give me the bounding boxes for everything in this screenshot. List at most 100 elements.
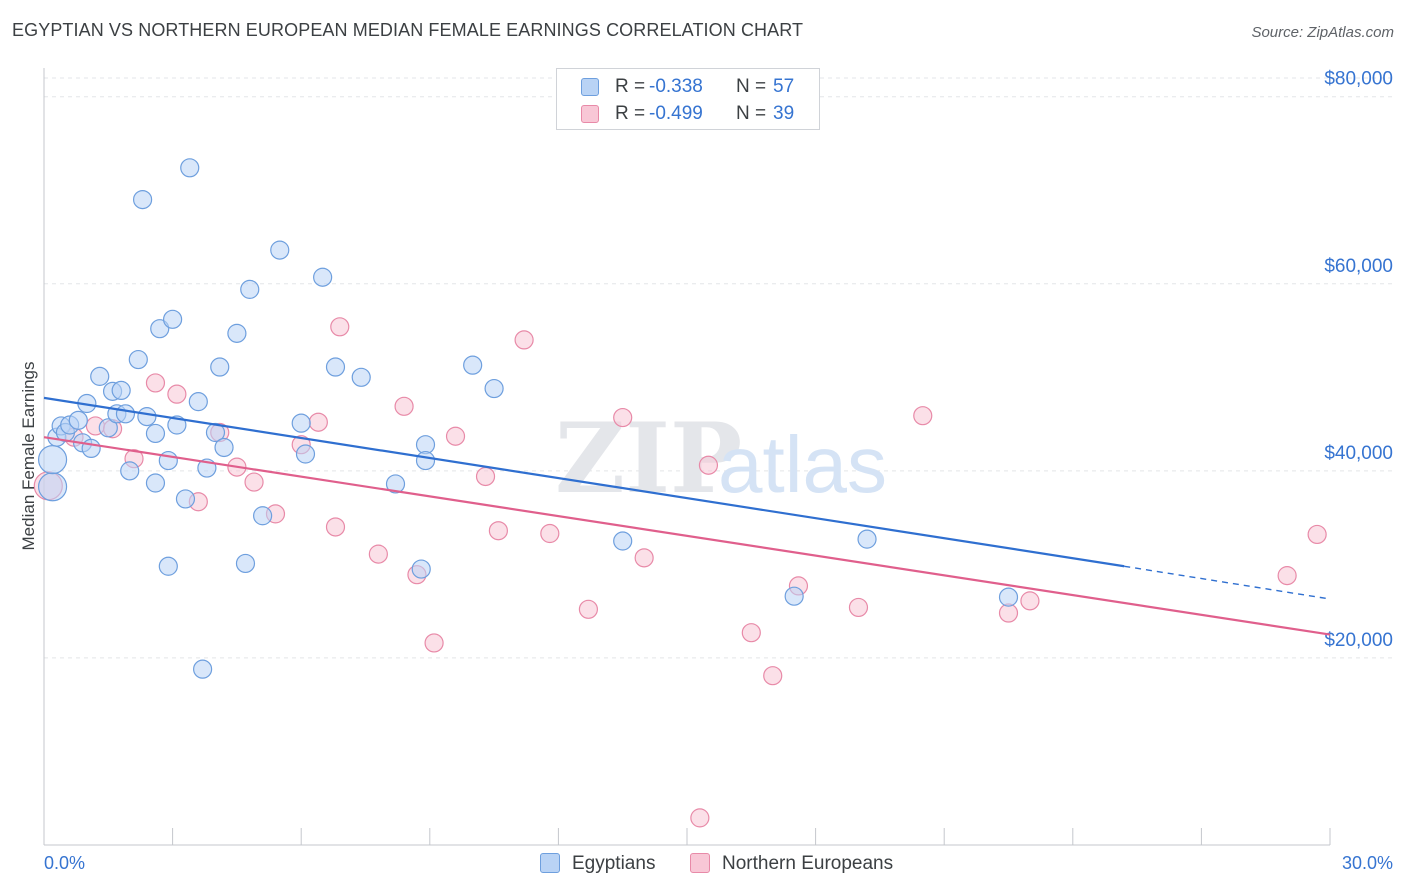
- northern-european-point: [167, 384, 187, 404]
- legend-r-label: R =: [615, 76, 646, 97]
- egyptian-point: [158, 556, 178, 576]
- egyptian-point: [163, 309, 183, 329]
- egyptian-point: [180, 158, 200, 178]
- legend-swatch-pink: [581, 105, 599, 123]
- bottom-legend-swatch-pink: [690, 853, 710, 873]
- legend-r-label: R =: [615, 103, 646, 124]
- northern-european-point: [698, 455, 719, 475]
- trend-lines: [43, 396, 1331, 636]
- bottom-legend-label-northern-europeans: Northern Europeans: [722, 853, 894, 874]
- egyptian-point: [411, 559, 431, 579]
- y-tick-label: $80,000: [1324, 69, 1393, 90]
- x-ticks: [43, 828, 1331, 845]
- northern-european-point: [368, 544, 388, 564]
- northern-european-point: [634, 548, 654, 568]
- egyptian-point: [37, 472, 68, 502]
- egyptian-point: [463, 355, 483, 375]
- y-axis-label: Median Female Earnings: [19, 362, 38, 551]
- northern-european-point: [998, 603, 1019, 623]
- egyptian-point: [81, 438, 101, 459]
- egyptian-point: [128, 349, 148, 370]
- egyptian-point: [37, 445, 68, 475]
- egyptians-points: [37, 158, 1019, 679]
- northern-european-point: [578, 599, 599, 619]
- egyptian-point: [385, 474, 406, 494]
- legend-n-value: 57: [773, 76, 795, 97]
- legend-box: R = -0.338 N = 57 R = -0.499 N = 39: [556, 68, 820, 130]
- egyptian-point: [205, 422, 226, 443]
- egyptian-point: [188, 392, 208, 412]
- egyptian-point: [784, 586, 804, 606]
- northern-european-point: [424, 633, 444, 653]
- y-tick-label: $20,000: [1324, 630, 1393, 651]
- egyptian-point: [484, 378, 504, 399]
- y-tick-label: $60,000: [1324, 256, 1393, 277]
- egyptian-point: [613, 531, 633, 551]
- legend-swatch-blue: [581, 78, 599, 96]
- egyptian-point: [295, 444, 316, 464]
- northern-european-point: [848, 597, 869, 618]
- egyptian-point: [270, 240, 290, 260]
- chart-title: EGYPTIAN VS NORTHERN EUROPEAN MEDIAN FEM…: [12, 20, 804, 40]
- egyptian-point: [313, 267, 333, 287]
- northern-european-point: [763, 666, 783, 686]
- bottom-legend-label-egyptians: Egyptians: [572, 853, 656, 874]
- egyptian-point: [291, 413, 311, 433]
- egyptian-point: [90, 366, 110, 386]
- northern-europeans-trend-line: [43, 436, 1331, 636]
- northern-european-point: [325, 517, 346, 537]
- egyptian-point: [415, 450, 436, 471]
- northern-europeans-points: [33, 317, 1327, 828]
- egyptian-point: [167, 415, 187, 435]
- legend-n-label: N =: [736, 76, 767, 97]
- watermark: ZIP atlas: [555, 402, 887, 515]
- egyptian-point: [415, 435, 436, 455]
- bottom-legend-swatch-blue: [540, 853, 560, 873]
- northern-european-point: [475, 466, 496, 487]
- egyptian-point: [240, 279, 260, 299]
- egyptians-trend-line: [43, 396, 1125, 568]
- northern-european-point: [445, 426, 466, 446]
- northern-european-point: [690, 808, 710, 828]
- egyptian-point: [175, 489, 196, 509]
- egyptian-point: [210, 357, 230, 377]
- egyptian-point: [857, 529, 877, 549]
- northern-european-point: [514, 330, 534, 350]
- egyptians-trend-extension: [1124, 565, 1331, 600]
- northern-european-point: [613, 407, 633, 428]
- egyptian-point: [132, 189, 153, 210]
- northern-european-point: [540, 523, 560, 544]
- northern-european-point: [394, 396, 414, 416]
- northern-european-point: [913, 406, 933, 426]
- egyptian-point: [193, 659, 213, 679]
- egyptian-point: [98, 418, 118, 438]
- northern-european-point: [741, 623, 761, 643]
- northern-european-point: [488, 521, 508, 541]
- egyptian-point: [150, 319, 170, 339]
- egyptian-point: [351, 367, 371, 387]
- y-tick-label: $40,000: [1324, 443, 1393, 464]
- northern-european-point: [330, 317, 350, 337]
- egyptian-point: [998, 587, 1019, 607]
- egyptian-point: [145, 423, 166, 444]
- x-tick-label-min: 0.0%: [44, 853, 85, 873]
- egyptian-point: [214, 437, 234, 458]
- egyptian-point: [253, 506, 273, 526]
- northern-european-point: [1307, 524, 1327, 545]
- legend-r-value: -0.338: [649, 76, 703, 97]
- y-tick-labels: $20,000 $40,000 $60,000 $80,000: [1324, 69, 1393, 651]
- northern-european-point: [308, 412, 328, 432]
- northern-european-point: [244, 472, 264, 492]
- egyptian-point: [115, 404, 136, 424]
- egyptian-point: [68, 410, 88, 430]
- source-label: Source: ZipAtlas.com: [1251, 24, 1394, 41]
- watermark-atlas: atlas: [718, 420, 887, 509]
- legend-n-label: N =: [736, 103, 767, 124]
- legend-r-value: -0.499: [649, 103, 703, 124]
- northern-european-point: [145, 373, 166, 393]
- egyptian-point: [325, 357, 346, 377]
- egyptian-point: [111, 380, 131, 401]
- egyptian-point: [235, 553, 256, 574]
- egyptian-point: [145, 473, 166, 493]
